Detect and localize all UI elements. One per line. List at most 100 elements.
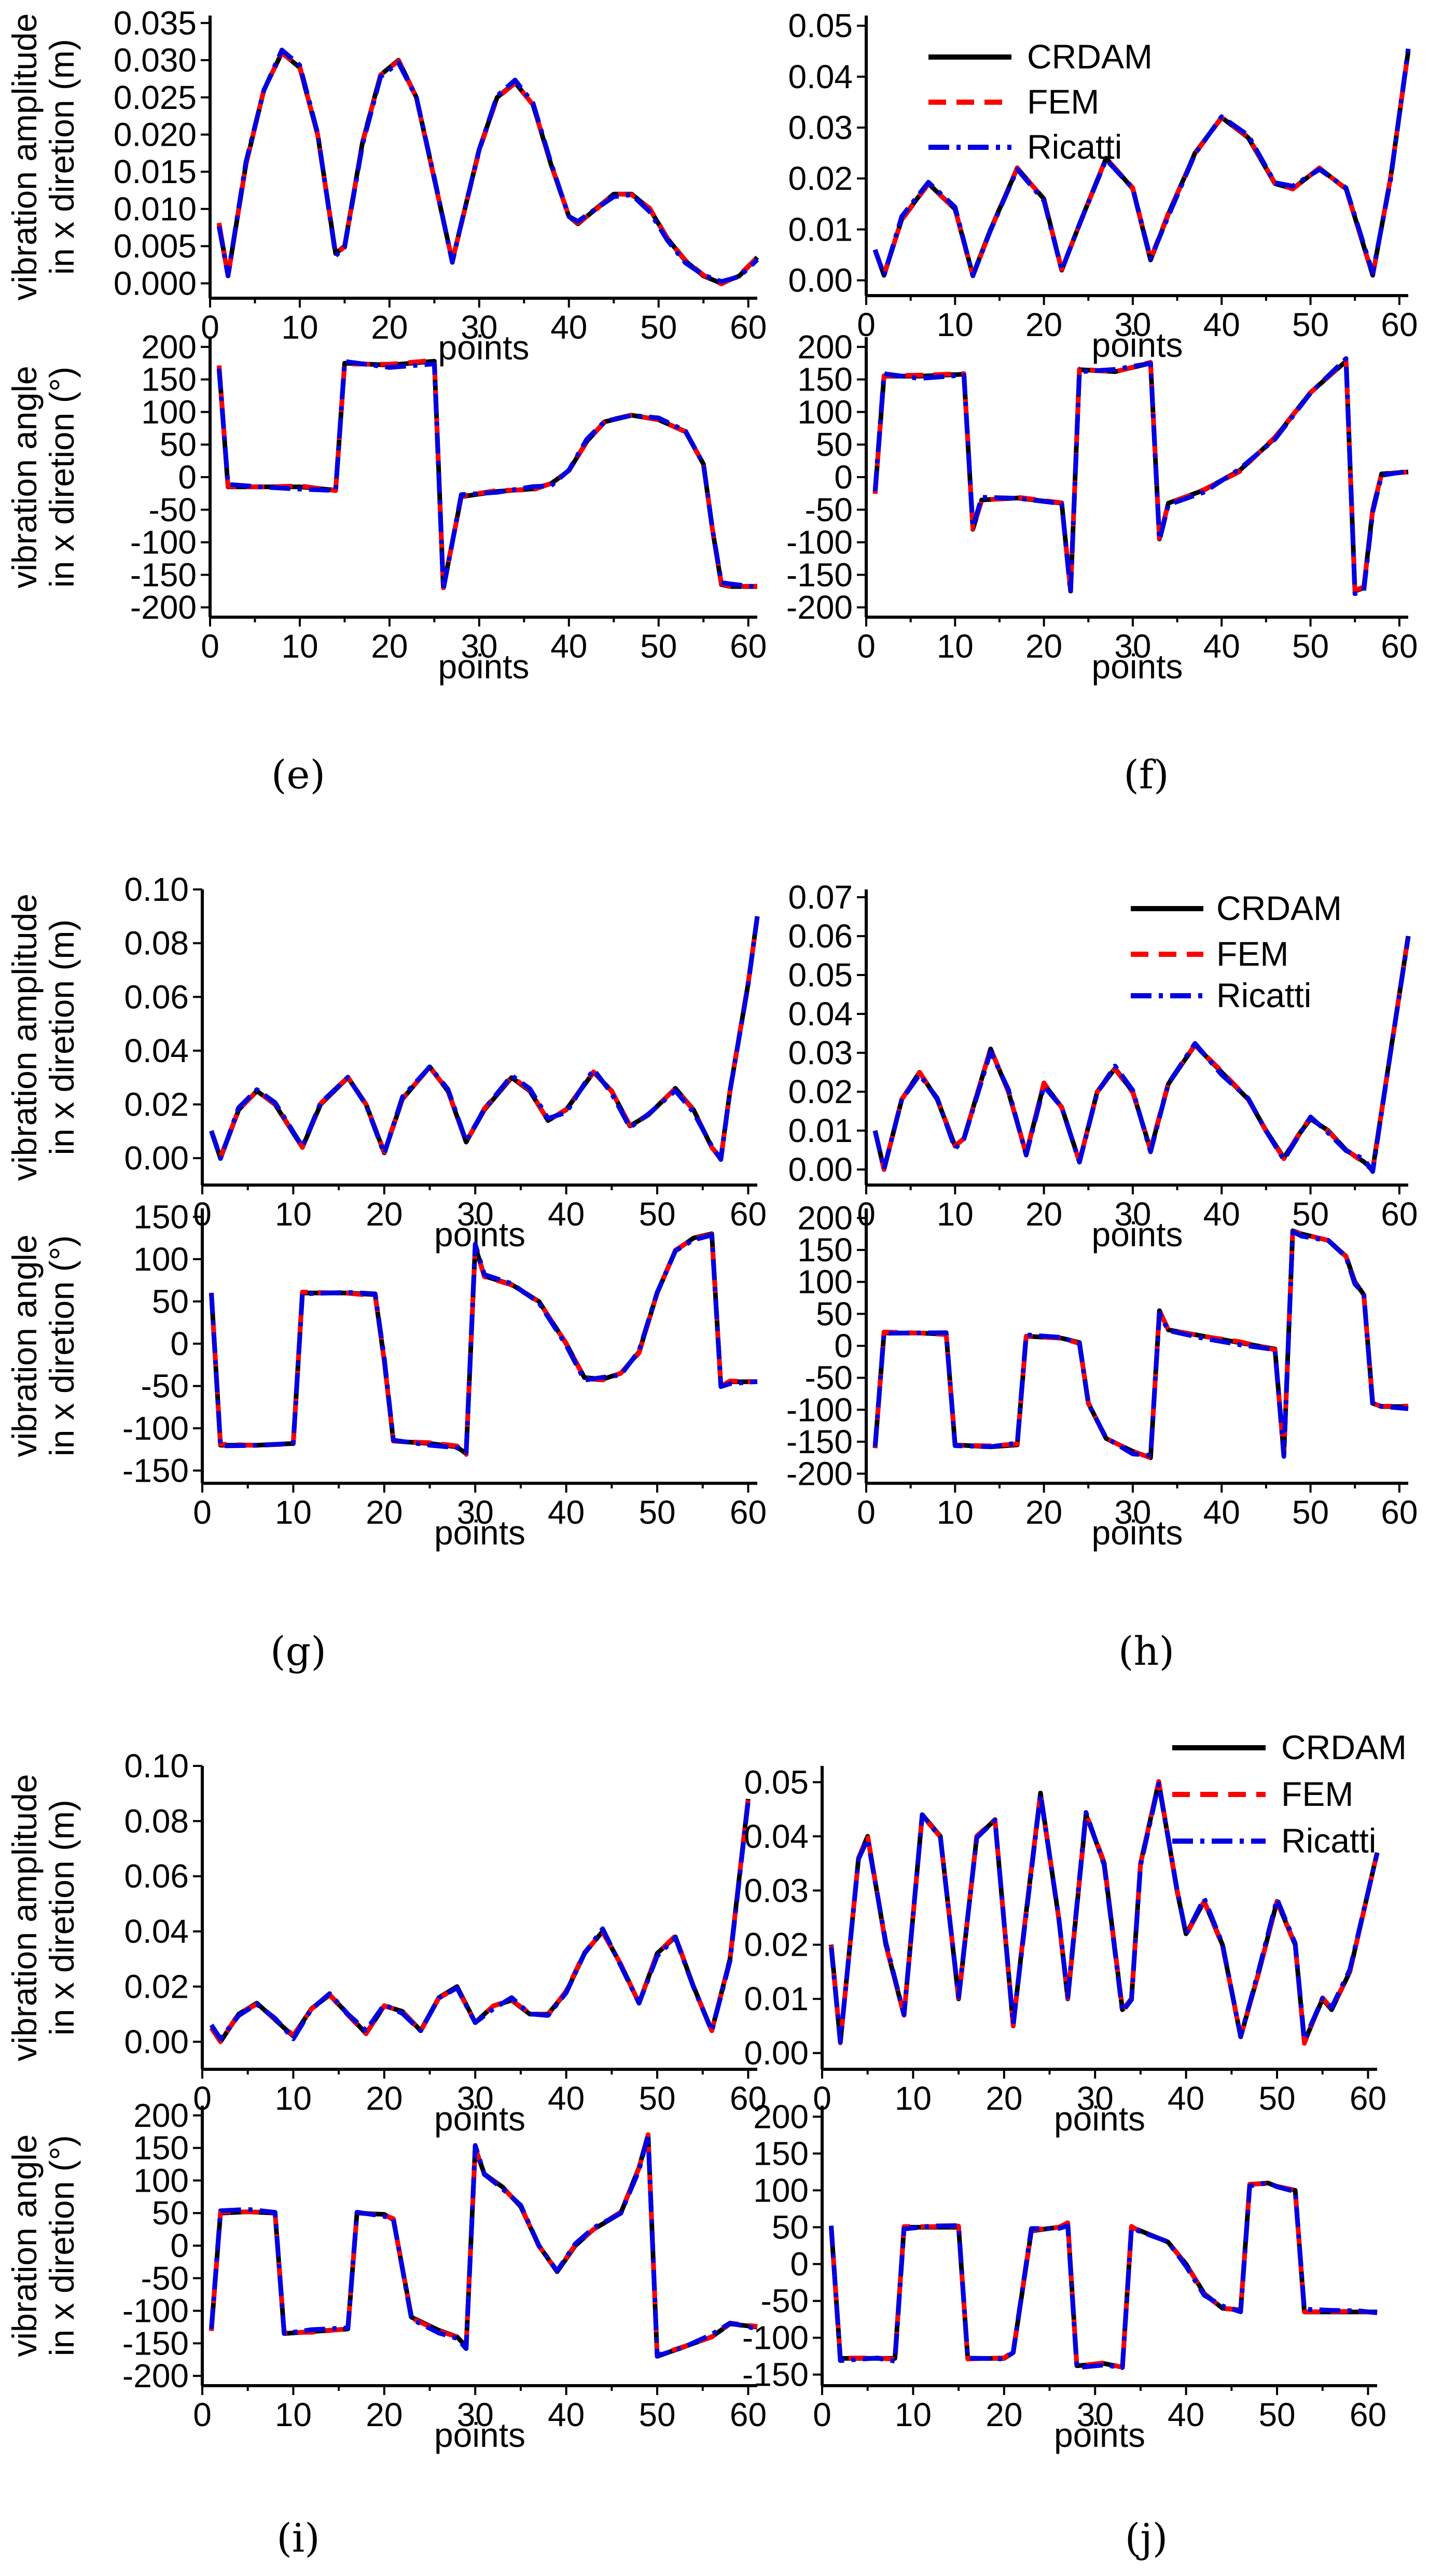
y-tick-label: 150 bbox=[797, 361, 853, 398]
y-tick-label: 150 bbox=[141, 361, 197, 398]
y-axis-label: in x diretion (°) bbox=[43, 367, 81, 588]
y-tick-label: 0.00 bbox=[124, 2023, 189, 2060]
series-line-ricatti bbox=[872, 356, 1409, 596]
series-line-fem bbox=[829, 1779, 1380, 2046]
y-tick-label: 0.00 bbox=[744, 2035, 809, 2072]
x-tick-label: 20 bbox=[366, 1494, 403, 1531]
y-tick-label: 0.06 bbox=[124, 978, 189, 1015]
y-tick-label: 0.04 bbox=[788, 58, 853, 95]
x-tick-label: 20 bbox=[986, 2080, 1022, 2117]
x-axis-label: points bbox=[1091, 1215, 1183, 1254]
x-tick-label: 60 bbox=[730, 2396, 767, 2433]
x-axis-label: points bbox=[1091, 647, 1183, 686]
series-line-ricatti bbox=[829, 1781, 1380, 2044]
y-tick-label: 200 bbox=[141, 328, 197, 366]
x-tick-label: 60 bbox=[1381, 1494, 1418, 1531]
chart-j-amplitude: 0 10 20 30 40 50 600.000.010.020.030.040.05poi… bbox=[744, 1763, 1386, 2138]
y-tick-label: 0.015 bbox=[114, 153, 197, 190]
x-tick-label: 50 bbox=[1292, 628, 1329, 665]
x-tick-label: 50 bbox=[1292, 1494, 1329, 1531]
caption-j: (j) bbox=[1125, 2515, 1168, 2561]
y-tick-label: 0.05 bbox=[744, 1763, 809, 1801]
x-tick-label: 40 bbox=[1168, 2396, 1204, 2433]
series-line-fem bbox=[216, 50, 759, 287]
y-tick-label: 0 bbox=[170, 1325, 189, 1362]
x-tick-label: 50 bbox=[1258, 2080, 1295, 2117]
x-tick-label: 20 bbox=[366, 1195, 403, 1233]
series-line-ricatti bbox=[216, 47, 759, 284]
legend-ricatti-label: Ricatti bbox=[1216, 976, 1311, 1014]
chart-j-angle: 0 10 20 30 40 50 60-150-100-50050100150200poin… bbox=[742, 2098, 1386, 2454]
y-tick-label: 0.08 bbox=[124, 925, 189, 962]
x-tick-label: 10 bbox=[895, 2396, 932, 2433]
y-tick-label: 0.03 bbox=[788, 109, 853, 146]
series-line-ricatti bbox=[872, 1229, 1409, 1459]
chart-f-angle: 0 10 20 30 40 50 60-200-150-100-50050100150200… bbox=[786, 328, 1418, 686]
x-tick-label: 0 bbox=[813, 2396, 831, 2433]
x-tick-label: 30 bbox=[457, 2080, 494, 2117]
y-tick-label: 0.02 bbox=[124, 1086, 189, 1123]
x-tick-label: 60 bbox=[1381, 1195, 1418, 1233]
y-tick-label: -100 bbox=[130, 524, 197, 561]
y-tick-label: 200 bbox=[797, 328, 853, 366]
y-tick-label: -50 bbox=[141, 1367, 189, 1404]
y-tick-label: -150 bbox=[786, 1423, 853, 1460]
x-tick-label: 40 bbox=[550, 309, 587, 346]
y-axis-label: vibration angle bbox=[5, 1234, 44, 1457]
x-tick-label: 50 bbox=[1292, 1195, 1329, 1233]
y-axis-label: in x diretion (m) bbox=[43, 920, 81, 1155]
y-tick-label: 0.005 bbox=[114, 228, 197, 265]
y-tick-label: -100 bbox=[122, 2292, 189, 2330]
x-tick-label: 50 bbox=[640, 309, 677, 346]
x-tick-label: 20 bbox=[1025, 1494, 1062, 1531]
y-tick-label: 0.02 bbox=[124, 1968, 189, 2005]
x-tick-label: 30 bbox=[457, 2396, 494, 2433]
y-tick-label: -100 bbox=[122, 1410, 189, 1447]
x-tick-label: 60 bbox=[730, 1195, 767, 1233]
chart-i-amplitude: 0 10 20 30 40 50 600.000.020.040.060.080.10poi… bbox=[5, 1747, 767, 2138]
y-tick-label: -50 bbox=[805, 1359, 853, 1397]
x-tick-label: 20 bbox=[366, 2080, 403, 2117]
x-tick-label: 60 bbox=[730, 628, 767, 665]
y-tick-label: 0 bbox=[834, 458, 853, 496]
y-tick-label: 100 bbox=[797, 1263, 853, 1301]
y-tick-label: 0 bbox=[178, 458, 197, 496]
caption-g: (g) bbox=[270, 1628, 326, 1674]
y-tick-label: -150 bbox=[786, 556, 853, 593]
chart-e-amplitude: 0 10 20 30 40 50 600.0000.0050.0100.0150.0200.… bbox=[5, 4, 767, 367]
y-tick-label: 0.02 bbox=[744, 1926, 809, 1964]
y-tick-label: 150 bbox=[797, 1231, 853, 1269]
caption-h: (h) bbox=[1118, 1628, 1174, 1674]
y-tick-label: 150 bbox=[753, 2135, 809, 2172]
x-tick-label: 40 bbox=[1203, 1494, 1240, 1531]
x-tick-label: 10 bbox=[275, 1195, 312, 1233]
y-tick-label: -200 bbox=[130, 589, 197, 626]
y-tick-label: 200 bbox=[133, 2097, 189, 2134]
x-tick-label: 40 bbox=[550, 628, 587, 665]
x-tick-label: 40 bbox=[548, 2396, 585, 2433]
y-tick-label: -100 bbox=[786, 1391, 853, 1428]
series-line-crdam bbox=[209, 1799, 751, 2044]
y-tick-label: 0.03 bbox=[788, 1034, 853, 1071]
chart-i-angle: 0 10 20 30 40 50 60-200-150-100-50050100150200… bbox=[5, 2097, 767, 2454]
y-axis-label: vibration angle bbox=[5, 2134, 44, 2357]
x-tick-label: 60 bbox=[730, 309, 767, 346]
series-line-fem bbox=[209, 916, 760, 1162]
x-tick-label: 20 bbox=[366, 2396, 403, 2433]
legend-fem-label: FEM bbox=[1216, 935, 1288, 973]
y-tick-label: -150 bbox=[130, 556, 197, 593]
chart-g-amplitude: 0 10 20 30 40 50 600.000.020.040.060.080.10poi… bbox=[5, 871, 767, 1254]
x-tick-label: 60 bbox=[730, 1494, 767, 1531]
caption-i: (i) bbox=[276, 2515, 320, 2561]
legend-ricatti-label: Ricatti bbox=[1281, 1821, 1376, 1860]
legend-crdam-label: CRDAM bbox=[1027, 37, 1153, 76]
x-tick-label: 40 bbox=[548, 1195, 585, 1233]
y-tick-label: -200 bbox=[122, 2357, 189, 2394]
series-line-ricatti bbox=[209, 1233, 758, 1455]
x-tick-label: 0 bbox=[193, 2396, 212, 2433]
y-tick-label: 100 bbox=[753, 2171, 809, 2209]
panels: 0 10 20 30 40 50 600.0000.0050.0100.0150.0200.… bbox=[5, 4, 1418, 2454]
x-tick-label: 10 bbox=[895, 2080, 932, 2117]
y-tick-label: 200 bbox=[753, 2098, 809, 2135]
legend-ricatti-label: Ricatti bbox=[1027, 128, 1122, 166]
